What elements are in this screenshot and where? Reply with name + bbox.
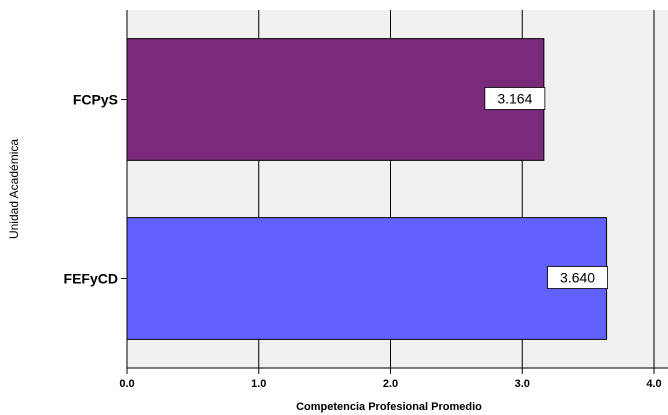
bar-fefycd bbox=[126, 217, 608, 340]
bars bbox=[126, 38, 608, 340]
x-tick-label: 3.0 bbox=[515, 378, 530, 390]
data-label-box bbox=[547, 266, 608, 289]
data-label: 3.640 bbox=[560, 270, 595, 286]
y-tick-label: FCPyS bbox=[73, 92, 118, 108]
data-label-box bbox=[484, 87, 546, 110]
y-tick-label: FEFyCD bbox=[64, 271, 118, 287]
x-ticks: 0.0 1.0 2.0 3.0 4.0 bbox=[119, 368, 662, 390]
data-label: 3.164 bbox=[497, 91, 532, 107]
x-tick-label: 2.0 bbox=[383, 378, 398, 390]
y-ticks: FCPyS FEFyCD bbox=[64, 92, 127, 287]
bar-fcpys bbox=[126, 38, 545, 161]
value-labels: 3.164 3.640 bbox=[484, 87, 608, 289]
x-tick-label: 4.0 bbox=[646, 378, 661, 390]
y-axis-title: Unidad Académica bbox=[7, 139, 21, 239]
x-tick-label: 1.0 bbox=[251, 378, 266, 390]
x-axis-title: Competencia Profesional Promedio bbox=[296, 401, 482, 413]
x-tick-label: 0.0 bbox=[119, 378, 134, 390]
